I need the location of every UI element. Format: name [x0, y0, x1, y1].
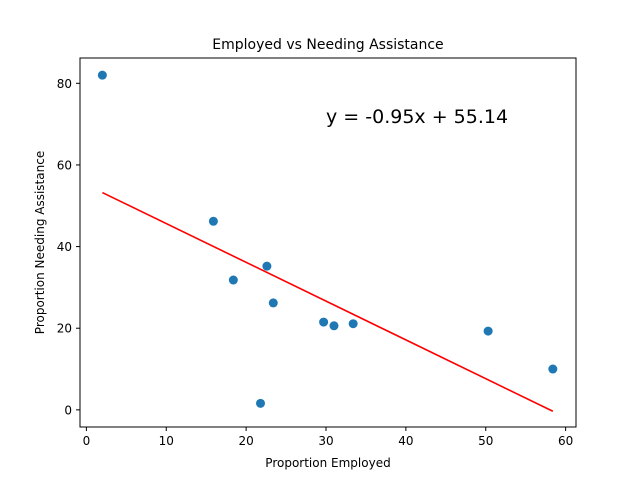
y-tick-label: 60	[57, 158, 72, 172]
y-tick-label: 40	[57, 240, 72, 254]
scatter-point	[228, 275, 238, 285]
x-axis-label: Proportion Employed	[265, 456, 390, 470]
y-tick-label: 20	[57, 322, 72, 336]
scatter-point	[483, 326, 493, 336]
scatter-point	[262, 261, 272, 271]
x-tick-label: 60	[558, 434, 573, 448]
scatter-point	[208, 216, 218, 226]
plot-area	[97, 70, 558, 412]
x-tick-label: 0	[83, 434, 91, 448]
regression-equation: y = -0.95x + 55.14	[326, 106, 508, 128]
x-tick-label: 40	[398, 434, 413, 448]
scatter-point	[256, 398, 266, 408]
x-axis: 0 10 20 30 40 50 60	[83, 427, 573, 448]
chart-title: Employed vs Needing Assistance	[212, 37, 443, 53]
scatter-point	[548, 364, 558, 374]
scatter-point	[319, 317, 329, 327]
y-tick-label: 80	[57, 77, 72, 91]
plot-frame	[79, 57, 577, 428]
x-tick-label: 30	[318, 434, 333, 448]
y-tick-label: 0	[64, 403, 72, 417]
scatter-point	[348, 319, 358, 329]
scatter-point	[268, 298, 278, 308]
x-tick-label: 20	[238, 434, 253, 448]
scatter-point	[97, 70, 107, 80]
x-tick-label: 10	[159, 434, 174, 448]
annotation-layer: y = -0.95x + 55.14	[326, 106, 508, 128]
regression-line	[102, 191, 554, 412]
y-axis: 0 20 40 60 80	[57, 77, 80, 417]
scatter-point	[329, 321, 339, 331]
x-tick-label: 50	[478, 434, 493, 448]
y-axis-label: Proportion Needing Assistance	[33, 151, 47, 334]
